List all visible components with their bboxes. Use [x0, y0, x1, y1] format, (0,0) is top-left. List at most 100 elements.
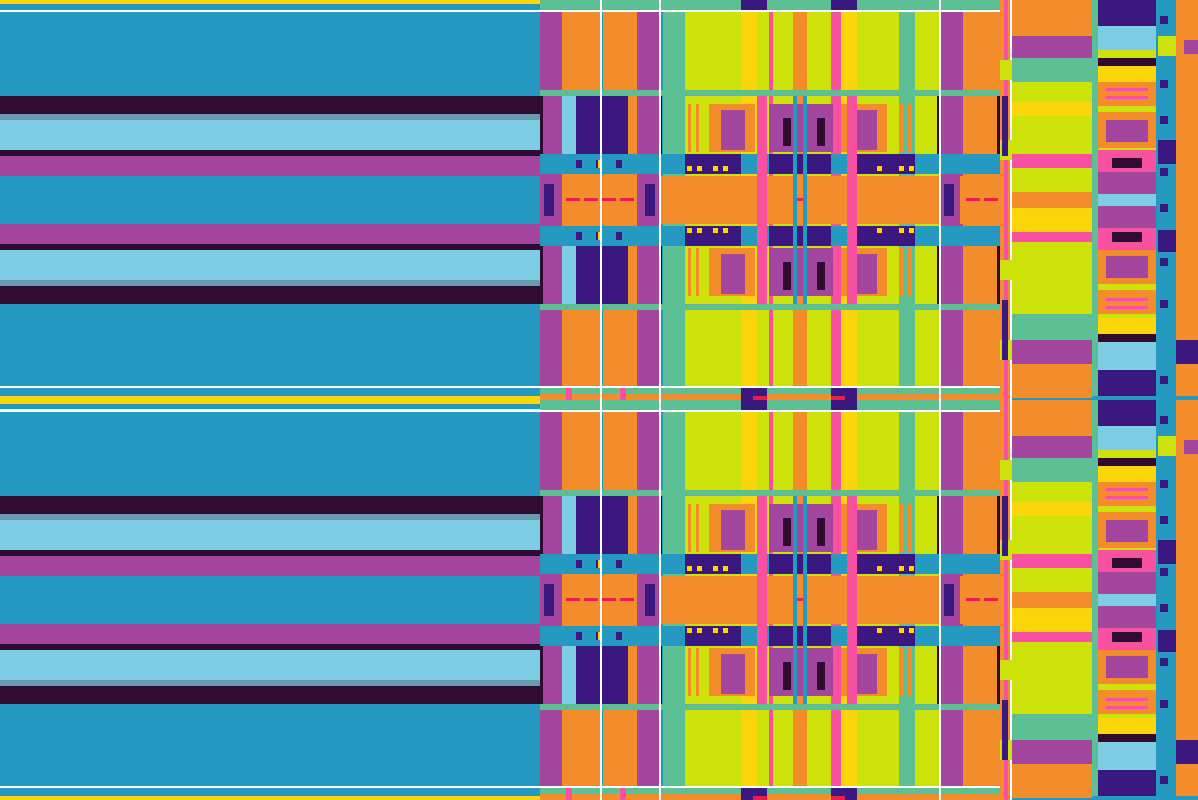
fr-block-472: [1098, 466, 1156, 482]
mid-col-223: [857, 412, 899, 490]
right-band-415: [1012, 642, 1092, 688]
edge-191: [937, 246, 940, 304]
teal-col-339: [803, 496, 807, 704]
thin-181: [688, 248, 691, 296]
mid-sep-203: [831, 0, 857, 10]
pink-col-336: [757, 496, 767, 704]
mid-sep-362: [753, 796, 767, 800]
mid-col-237: [741, 710, 757, 786]
right-band-391: [1012, 102, 1092, 116]
white-line-367: [540, 410, 1000, 412]
right-band-387: [1012, 0, 1092, 36]
dot-135: [616, 160, 622, 168]
mid-sep-196: [620, 388, 626, 408]
mid-col-65: [540, 310, 562, 386]
mid-sep-202: [741, 0, 767, 10]
teal-col-338: [793, 496, 797, 704]
mid-col-231: [603, 710, 637, 786]
mid-col-79: [807, 310, 831, 386]
right-band-396: [1012, 208, 1092, 232]
weave-dot-318: [899, 566, 904, 571]
right-band-409: [1012, 516, 1092, 554]
right-band-403: [1012, 398, 1092, 400]
mid-col-73: [709, 310, 741, 386]
white-vline-369: [600, 0, 602, 800]
weave-dot-316: [877, 566, 882, 571]
mid-col-232: [637, 710, 659, 786]
fr-dot-495: [1160, 480, 1168, 488]
mid-block-284: [645, 584, 655, 616]
fr-block-492: [1098, 742, 1156, 770]
weave-rect-144: [769, 226, 831, 246]
left-band-37: [0, 704, 540, 786]
frame-inner-172: [817, 262, 825, 290]
fr-seg-463: [1176, 340, 1198, 364]
divider-seg-386: [1002, 700, 1008, 760]
weave-rect-307: [769, 626, 831, 646]
fr-block-428: [1098, 66, 1156, 82]
frame-inner-169: [817, 118, 825, 146]
left-band-36: [0, 686, 540, 704]
right-band-420: [1012, 798, 1092, 800]
weave-dot-156: [899, 228, 904, 233]
weave-dot-310: [697, 566, 702, 571]
mid-col-210: [637, 412, 659, 490]
left-band-26: [0, 496, 540, 514]
left-band-19: [0, 396, 540, 401]
left-band-29: [0, 550, 540, 556]
left-band-4: [0, 12, 540, 96]
mid-col-49: [663, 12, 685, 90]
dot-294: [576, 560, 582, 568]
fr-block-487: [1098, 690, 1156, 714]
fr-seg-461: [1176, 0, 1198, 26]
mid-sep-357: [540, 794, 1000, 800]
mid-col-236: [709, 710, 741, 786]
left-band-14: [0, 280, 540, 286]
mid-col-247: [915, 710, 939, 786]
left-band-10: [0, 176, 540, 224]
mid-col-82: [857, 310, 899, 386]
dot-298: [616, 560, 622, 568]
weave-dot-153: [877, 166, 882, 171]
frame-inner-335: [817, 662, 825, 690]
mid-col-229: [562, 710, 600, 786]
divider-seg-377: [1000, 260, 1012, 280]
mid-col-224: [899, 412, 915, 490]
fr-seg-458: [1158, 36, 1176, 56]
fr-inner-486: [1106, 656, 1148, 678]
pink-col-174: [847, 96, 857, 304]
weave-dot-312: [713, 566, 718, 571]
mid-block-114: [562, 96, 576, 154]
thin-184: [908, 248, 911, 296]
left-band-9: [0, 156, 540, 176]
red-dash-127: [620, 198, 634, 201]
mid-col-218: [773, 412, 793, 490]
mid-col-53: [757, 12, 769, 90]
fr-seg-460: [1158, 230, 1176, 252]
red-dash-126: [602, 198, 616, 201]
red-dash-291: [966, 598, 980, 601]
left-band-40: [0, 796, 540, 800]
fr-dot-496: [1160, 516, 1168, 524]
mid-col-58: [831, 12, 841, 90]
weave-dot-319: [899, 628, 904, 633]
mid-col-68: [603, 310, 637, 386]
mid-col-249: [963, 710, 1000, 786]
mid-col-56: [793, 12, 807, 90]
mid-col-57: [807, 12, 831, 90]
fr-sep-464: [1092, 396, 1198, 400]
right-band-399: [1012, 288, 1092, 314]
right-band-410: [1012, 554, 1092, 568]
right-band-392: [1012, 116, 1092, 154]
left-band-24: [0, 410, 540, 412]
mid-col-62: [915, 12, 939, 90]
thin-345: [696, 648, 699, 696]
mid-sep-365: [741, 400, 767, 410]
edge-185: [540, 96, 543, 154]
weave-rect-143: [769, 154, 831, 174]
left-band-22: [0, 400, 540, 404]
fr-line-489: [1106, 706, 1148, 709]
frame-inner-162: [721, 254, 745, 294]
right-band-406: [1012, 458, 1092, 482]
